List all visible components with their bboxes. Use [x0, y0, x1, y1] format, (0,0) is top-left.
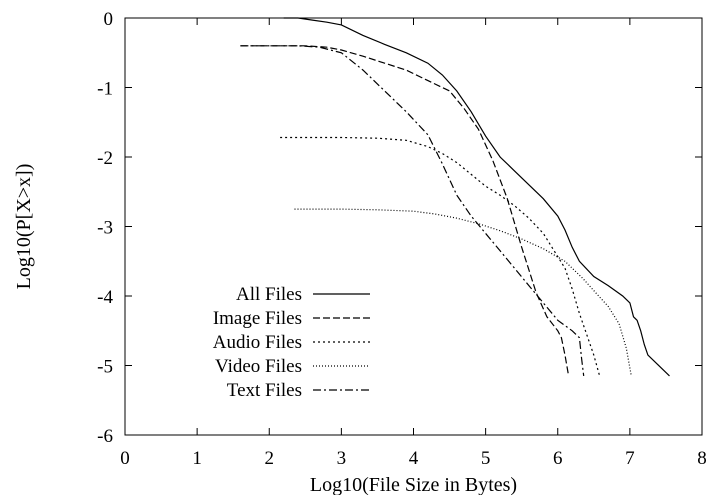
- series-line-video-files: [294, 208, 632, 377]
- legend-label-text-files: Text Files: [227, 380, 302, 401]
- series-line-all-files: [283, 17, 670, 377]
- x-tick-label: 7: [625, 448, 635, 469]
- x-tick-label: 8: [697, 448, 707, 469]
- plot-frame: [124, 17, 703, 436]
- legend-label-all-files: All Files: [236, 284, 302, 305]
- legend-label-image-files: Image Files: [213, 308, 302, 329]
- y-tick-label: -1: [97, 79, 113, 100]
- x-tick-label: 6: [553, 448, 563, 469]
- y-axis-label: Log10(P[X>x]): [13, 164, 35, 290]
- y-tick-label: -3: [97, 218, 113, 239]
- x-tick-label: 2: [265, 448, 275, 469]
- x-axis-label: Log10(File Size in Bytes): [310, 474, 517, 495]
- series-line-audio-files: [280, 136, 601, 377]
- series-line-text-files: [240, 45, 585, 376]
- y-tick-label: -6: [97, 426, 113, 447]
- x-tick-label: 5: [481, 448, 491, 469]
- y-tick-label: 0: [104, 9, 114, 30]
- x-tick-label: 1: [192, 448, 202, 469]
- x-tick-label: 4: [409, 448, 419, 469]
- legend-label-audio-files: Audio Files: [213, 332, 302, 353]
- y-tick-label: -5: [97, 357, 113, 378]
- x-tick-label: 3: [337, 448, 347, 469]
- x-tick-label: 0: [120, 448, 130, 469]
- y-tick-label: -2: [97, 148, 113, 169]
- legend-label-video-files: Video Files: [215, 356, 302, 377]
- y-tick-label: -4: [97, 287, 113, 308]
